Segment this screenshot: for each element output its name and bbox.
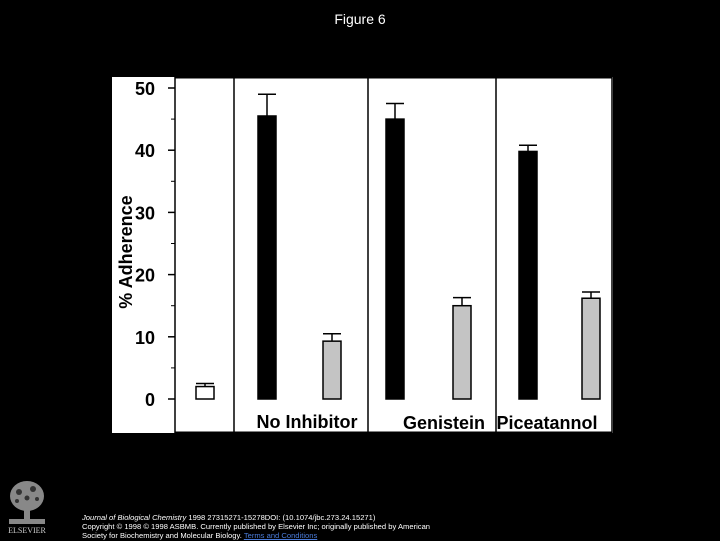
copyright-line: Copyright © 1998 © 1998 ASBMB. Currently… xyxy=(82,522,431,532)
plot-frame xyxy=(174,77,613,433)
journal-name: Journal of Biological Chemistry xyxy=(82,513,187,522)
group-label-genistein: Genistein xyxy=(403,413,485,433)
y-tick-label: 20 xyxy=(135,266,155,286)
y-tick-label: 0 xyxy=(145,390,155,410)
elsevier-tree-logo: ELSEVIER xyxy=(8,481,47,535)
y-tick-label: 30 xyxy=(135,203,155,223)
bar xyxy=(452,304,472,400)
slide-title: Figure 6 xyxy=(334,11,386,27)
bar xyxy=(195,385,215,400)
terms-link[interactable]: Terms and Conditions xyxy=(243,531,318,541)
bar xyxy=(518,150,538,400)
group-label-piceatannol: Piceatannol xyxy=(496,413,597,433)
y-axis-label: % Adherence xyxy=(116,195,136,308)
society-line: Society for Biochemistry and Molecular B… xyxy=(82,531,702,540)
society-text: Society for Biochemistry and Molecular B… xyxy=(82,531,242,541)
bar xyxy=(385,118,405,400)
citation-details: 1998 27315271-15278DOI: (10.1074/jbc.273… xyxy=(186,513,376,522)
group-label-no-inhibitor: No Inhibitor xyxy=(257,412,358,432)
citation: Journal of Biological Chemistry 1998 273… xyxy=(82,513,702,541)
logo-wordmark: ELSEVIER xyxy=(8,526,46,535)
y-tick-label: 50 xyxy=(135,79,155,99)
figure-panel: % Adherence 0 10 20 30 40 50 No Inhibitor Gen… xyxy=(112,77,613,433)
citation-line-1: Journal of Biological Chemistry 1998 273… xyxy=(82,513,702,522)
y-tick-label: 40 xyxy=(135,141,155,161)
y-tick-label: 10 xyxy=(135,328,155,348)
bar-chart: % Adherence 0 10 20 30 40 50 No Inhibitor Gen… xyxy=(116,77,613,433)
bar xyxy=(257,115,277,400)
bar xyxy=(322,340,342,400)
bar xyxy=(581,297,601,400)
